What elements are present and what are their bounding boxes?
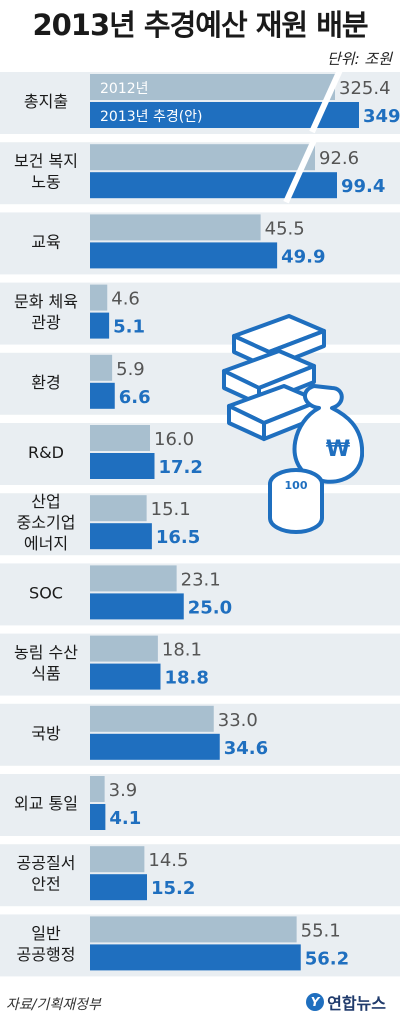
- value-label-2012: 15.1: [151, 499, 191, 520]
- value-label-2013: 349: [363, 106, 400, 127]
- legend-2013: 2013년 추경(안): [100, 109, 203, 125]
- bar-2012: [90, 425, 150, 451]
- value-label-2012: 325.4: [339, 78, 391, 99]
- category-label: 공공질서 안전: [17, 854, 76, 894]
- value-label-2012: 14.5: [148, 850, 188, 871]
- bar-2012: [90, 776, 105, 802]
- value-label-2013: 25.0: [188, 597, 232, 618]
- bar-2012: [90, 144, 315, 171]
- bar-2013: [90, 593, 184, 620]
- category-band: [0, 563, 400, 626]
- bar-2013: [90, 382, 115, 409]
- bar-2013: [90, 733, 220, 760]
- category-band: [0, 282, 400, 345]
- svg-text:100: 100: [285, 479, 308, 492]
- value-label-2013: 49.9: [281, 246, 325, 267]
- value-label-2012: 45.5: [265, 218, 305, 239]
- bar-2013: [90, 663, 161, 690]
- value-label-2013: 34.6: [224, 738, 268, 759]
- bar-2012: [90, 565, 177, 592]
- category-label: 보건 복지 노동: [14, 152, 78, 192]
- bar-2012: [90, 846, 145, 873]
- value-label-2012: 23.1: [181, 569, 221, 590]
- category-label: 교육: [31, 232, 60, 251]
- category-label: 일반 공공행정: [17, 924, 76, 964]
- value-label-2013: 99.4: [341, 176, 385, 197]
- value-label-2013: 15.2: [151, 878, 195, 899]
- bar-2012: [90, 74, 335, 100]
- bar-2012: [90, 495, 147, 522]
- value-label-2012: 33.0: [218, 710, 258, 731]
- category-label: 환경: [31, 373, 60, 392]
- value-label-2012: 5.9: [116, 359, 145, 380]
- value-label-2013: 6.6: [119, 387, 151, 408]
- axis-break-mark: [309, 68, 343, 134]
- bar-2012: [90, 705, 214, 732]
- money-bag-coins-icon: ₩ 100: [222, 314, 364, 534]
- category-label: 농림 수산 식품: [14, 643, 78, 683]
- bar-2012: [90, 354, 113, 381]
- category-label: 산업 중소기업 에너지: [17, 492, 76, 553]
- category-label: SOC: [29, 583, 63, 602]
- category-label: 총지출: [24, 92, 68, 111]
- bar-2012: [90, 635, 158, 662]
- bar-2012: [90, 214, 261, 241]
- category-band: [0, 774, 400, 836]
- bar-2012: [90, 284, 108, 311]
- category-label: 국방: [31, 724, 61, 743]
- bar-2013: [90, 804, 106, 830]
- unit-label: 단위: 조원: [326, 50, 392, 68]
- category-band: [0, 493, 400, 556]
- value-label-2012: 55.1: [301, 920, 341, 941]
- value-label-2013: 56.2: [305, 948, 349, 969]
- value-label-2013: 17.2: [159, 457, 203, 478]
- bar-2012: [90, 916, 297, 943]
- chart-title: 2013년 추경예산 재원 배분: [32, 8, 368, 42]
- bar-2013: [90, 312, 110, 339]
- value-label-2012: 18.1: [162, 640, 202, 661]
- category-band: [0, 844, 400, 907]
- brand-logo: Y 연합뉴스: [306, 990, 386, 1014]
- bar-2013: [90, 453, 155, 479]
- value-label-2012: 4.6: [111, 289, 140, 310]
- category-label: R&D: [28, 443, 64, 462]
- bar-2013: [90, 874, 147, 901]
- value-label-2013: 4.1: [109, 808, 141, 829]
- value-label-2012: 3.9: [109, 780, 138, 801]
- source-note: 자료/기획재정부: [6, 997, 101, 1013]
- value-label-2013: 5.1: [113, 317, 145, 338]
- bar-2013: [90, 242, 278, 269]
- category-label: 외교 통일: [14, 794, 78, 813]
- value-label-2012: 92.6: [319, 148, 359, 169]
- category-label: 문화 체육 관광: [14, 292, 78, 332]
- bar-2013: [90, 944, 301, 971]
- axis-break-mark: [283, 138, 317, 204]
- legend-2012: 2012년: [100, 81, 149, 97]
- value-label-2013: 18.8: [165, 668, 209, 689]
- yonhap-logo-icon: Y: [306, 993, 325, 1011]
- category-band: [0, 633, 400, 696]
- brand-name: 연합뉴스: [327, 994, 386, 1013]
- svg-text:₩: ₩: [326, 437, 350, 462]
- bar-2013: [90, 523, 152, 550]
- value-label-2012: 16.0: [154, 429, 194, 450]
- value-label-2013: 16.5: [156, 527, 200, 548]
